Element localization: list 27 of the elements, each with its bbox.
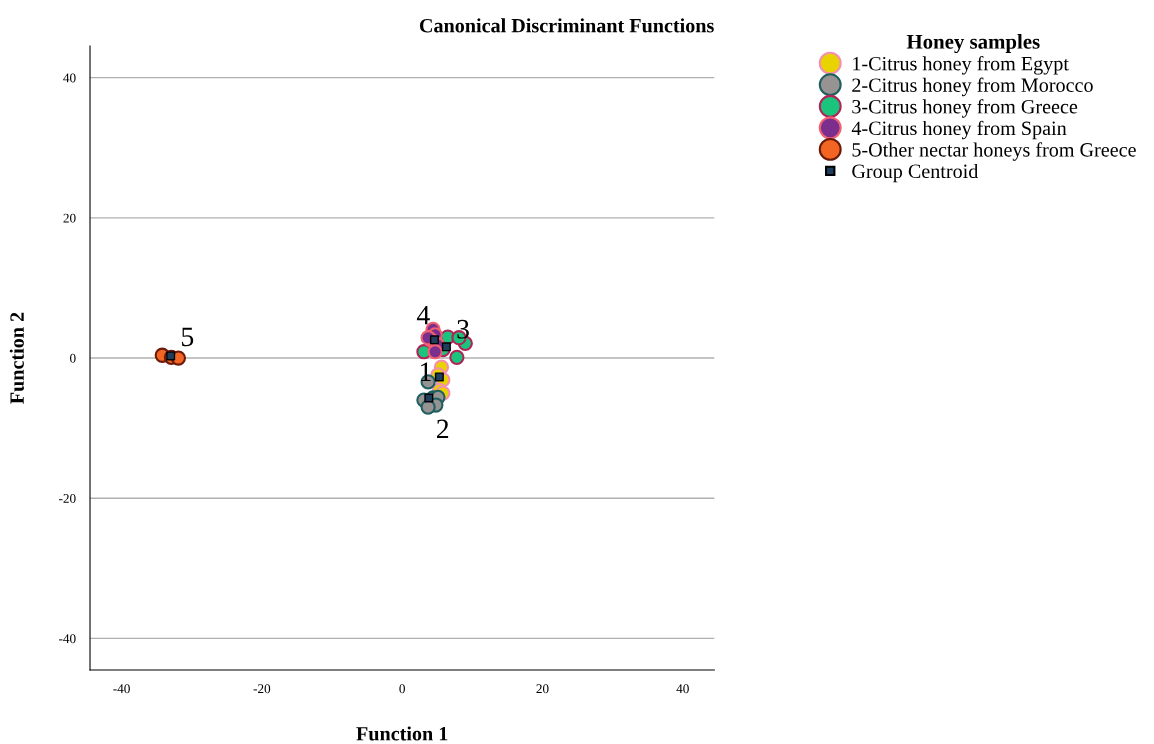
point [441,342,451,352]
x-tick-label: -40 [113,684,130,694]
legend-title: Honey samples [906,34,1040,54]
x-tick-label: 40 [676,684,689,694]
point [449,349,465,365]
y-tick-label: 20 [63,213,76,223]
x-tick-label: -20 [253,684,271,694]
y-tick-label: -20 [59,494,76,503]
x-tick-label: 20 [536,684,549,694]
legend-label: 1-Citrus honey from Egypt [853,56,1069,75]
y-tick-label: 40 [63,73,76,83]
y-tick-label: -40 [59,634,76,644]
chart-title: Canonical Discriminant Functions [419,18,714,33]
legend-label: 3-Citrus honey from Greece [852,99,1078,118]
legend-label: Group Centroid [852,163,979,183]
y-axis-title: Function 2 [9,312,24,404]
point [424,393,434,403]
legend-label: 4-Citrus honey from Spain [851,120,1067,140]
y-tick-label: 0 [70,353,76,363]
legend-label: 5-Other nectar honeys from Greece [852,142,1136,161]
x-axis-title: Function 1 [356,726,448,741]
annotation: 4 [416,306,430,325]
annotation: 5 [182,327,194,347]
annotation: 2 [436,419,449,439]
legend-label: 2-Citrus honey from Morocco [852,77,1093,97]
x-tick-label: 0 [399,684,405,694]
point [427,344,443,360]
